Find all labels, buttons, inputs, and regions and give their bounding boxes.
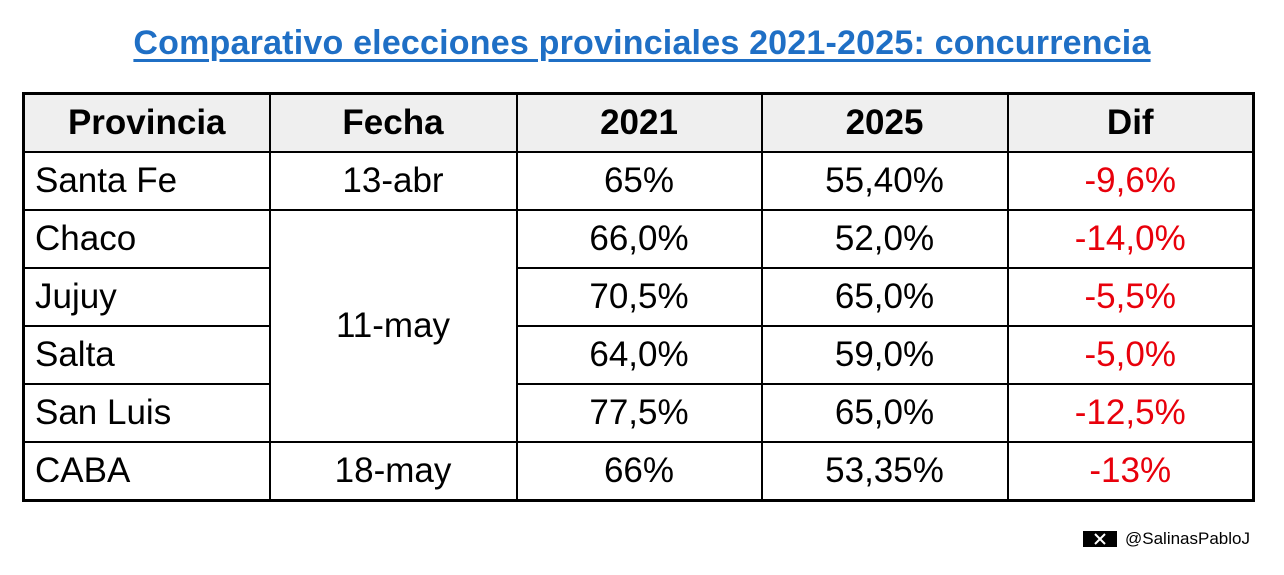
header-cell: Provincia [22, 92, 271, 153]
handle: @SalinasPabloJ [1125, 529, 1250, 548]
table-cell: San Luis [22, 383, 271, 443]
header-row: Provincia Fecha 2021 2025 Dif [22, 92, 1255, 153]
table-cell: -14,0% [1006, 209, 1255, 269]
table-cell: -5,5% [1006, 267, 1255, 327]
table-row: CABA 18-may 66% 53,35% -13% [22, 441, 1255, 502]
table-cell: 11-may [268, 209, 518, 443]
table-cell: CABA [22, 441, 271, 502]
table-cell: 65% [515, 151, 763, 211]
header-cell: Fecha [268, 92, 518, 153]
table-cell: -9,6% [1006, 151, 1255, 211]
x-logo [1083, 531, 1117, 547]
table-row: Chaco 11-may 66,0% 52,0% -14,0% [22, 209, 1255, 443]
table-cell: 65,0% [760, 383, 1009, 443]
footer: @SalinasPabloJ [1083, 529, 1250, 549]
table-cell: 64,0% [515, 325, 763, 385]
table-cell: 66% [515, 441, 763, 502]
table-row: Santa Fe 13-abr 65% 55,40% -9,6% [22, 151, 1255, 211]
header-cell: Dif [1006, 92, 1255, 153]
table-cell: Salta [22, 325, 271, 385]
table-cell: 13-abr [268, 151, 518, 211]
table-cell: Jujuy [22, 267, 271, 327]
table-row: Salta 64,0% 59,0% -5,0% [22, 325, 1255, 385]
table-cell: 59,0% [760, 325, 1009, 385]
table-cell: 77,5% [515, 383, 763, 443]
table-cell: 55,40% [760, 151, 1009, 211]
table-row: San Luis 77,5% 65,0% -12,5% [22, 383, 1255, 443]
header-cell: 2025 [760, 92, 1009, 153]
table-row: Jujuy 70,5% 65,0% -5,5% [22, 267, 1255, 327]
table-cell: Chaco [22, 209, 271, 269]
table-cell: -13% [1006, 441, 1255, 502]
title: Comparativo elecciones provinciales 2021… [133, 24, 1151, 62]
table-cell: 52,0% [760, 209, 1009, 269]
table-cell: 66,0% [515, 209, 763, 269]
table-cell: -5,0% [1006, 325, 1255, 385]
table-cell: 18-may [268, 441, 518, 502]
table-cell: 53,35% [760, 441, 1009, 502]
table-cell: 70,5% [515, 267, 763, 327]
header-cell: 2021 [515, 92, 763, 153]
table-cell: Santa Fe [22, 151, 271, 211]
table-cell: 65,0% [760, 267, 1009, 327]
table: Provincia Fecha 2021 2025 Dif Santa Fe 13-abr… [22, 92, 1255, 502]
table-cell: -12,5% [1006, 383, 1255, 443]
